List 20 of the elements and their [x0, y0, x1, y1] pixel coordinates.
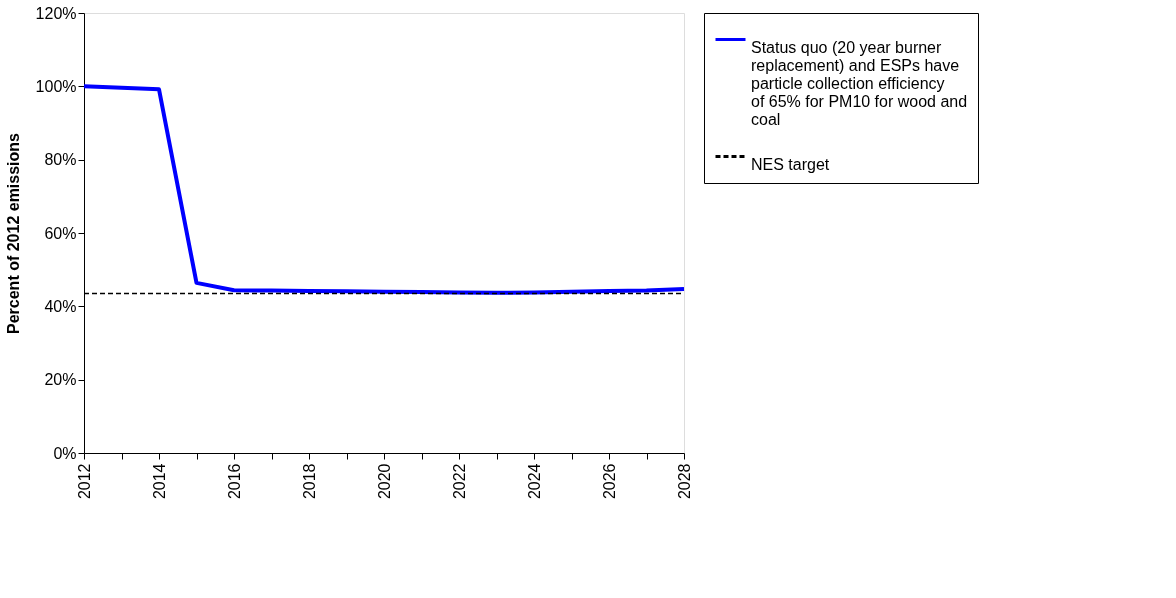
y-tick-label: 80% [44, 151, 77, 169]
y-tick-label: 60% [44, 224, 77, 242]
y-tick-label: 40% [44, 297, 77, 315]
x-tick-label: 2022 [450, 463, 468, 500]
x-tick-label: 2024 [525, 463, 543, 500]
x-tick-label: 2016 [225, 463, 243, 500]
x-tick-label: 2018 [300, 463, 318, 500]
x-tick-label: 2028 [675, 463, 693, 500]
y-axis-title: Percent of 2012 emissions [4, 132, 22, 334]
line-series [82, 84, 686, 295]
x-tick-label: 2014 [150, 463, 168, 500]
y-tick-label: 100% [35, 77, 77, 95]
legend-label: NES target [751, 155, 830, 173]
y-tick-label: 20% [44, 371, 77, 389]
y-tick-label: 120% [35, 4, 77, 22]
x-tick-label: 2012 [75, 463, 93, 500]
y-tick-label: 0% [53, 444, 77, 462]
legend-label: Status quo (20 year burner replacement) and ESPs have particle collection efficiency of 65% for PM10 for wood and coal [751, 38, 968, 128]
x-tick-label: 2020 [375, 463, 393, 500]
x-tick-label: 2026 [600, 463, 618, 500]
